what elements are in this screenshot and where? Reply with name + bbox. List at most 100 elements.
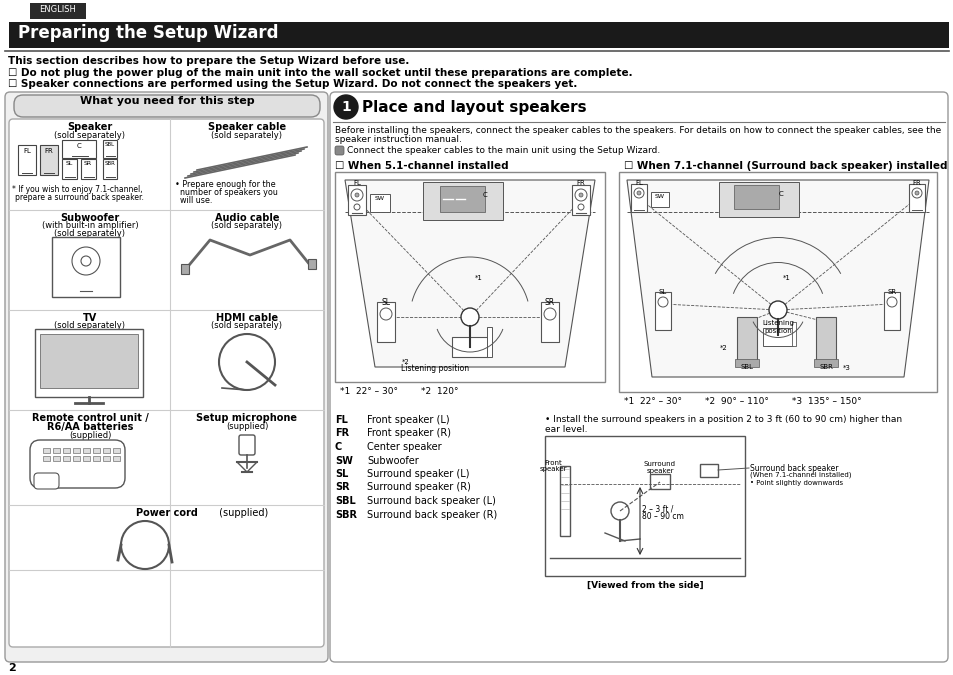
Bar (630, 184, 646, 212)
Text: *1  22° – 30°        *2  120°: *1 22° – 30° *2 120° (339, 387, 458, 396)
FancyBboxPatch shape (30, 440, 125, 488)
FancyBboxPatch shape (5, 92, 328, 662)
Bar (883, 292, 899, 330)
Text: (supplied): (supplied) (69, 431, 112, 440)
Text: Remote control unit /: Remote control unit / (31, 413, 149, 423)
Bar (737, 317, 757, 362)
Circle shape (658, 297, 667, 307)
Text: • Prepare enough for the: • Prepare enough for the (174, 180, 275, 189)
Bar (43, 448, 50, 453)
Text: Surround speaker (L): Surround speaker (L) (367, 469, 469, 479)
Text: SBL: SBL (335, 496, 355, 506)
Bar (103, 140, 117, 158)
Bar (544, 436, 744, 576)
Text: speaker: speaker (538, 466, 566, 472)
Bar (540, 302, 558, 342)
Bar (486, 327, 492, 357)
Bar (308, 259, 315, 269)
Bar (734, 359, 759, 367)
Bar (92, 448, 100, 453)
Text: C: C (778, 191, 782, 197)
Text: *1: *1 (475, 275, 482, 281)
Text: prepare a surround back speaker.: prepare a surround back speaker. (15, 193, 144, 202)
Circle shape (355, 193, 358, 197)
FancyBboxPatch shape (9, 119, 324, 647)
Text: C: C (76, 143, 81, 149)
Circle shape (610, 502, 628, 520)
Bar (650, 192, 668, 207)
Text: FL: FL (23, 148, 30, 154)
Bar (815, 317, 835, 362)
Text: Listening position: Listening position (400, 364, 469, 373)
Text: SBR: SBR (819, 364, 832, 370)
Text: FR: FR (912, 180, 921, 186)
Bar (112, 448, 120, 453)
Text: ear level.: ear level. (544, 425, 587, 434)
Bar (92, 456, 100, 461)
Text: (When 7.1-channel installed): (When 7.1-channel installed) (749, 472, 851, 479)
Text: SR: SR (544, 298, 555, 307)
Text: Power cord: Power cord (136, 508, 197, 518)
Bar (62, 140, 96, 158)
Text: Preparing the Setup Wizard: Preparing the Setup Wizard (18, 24, 278, 42)
Text: FL: FL (635, 180, 642, 186)
Text: *3: *3 (842, 365, 850, 371)
Bar (103, 448, 110, 453)
Circle shape (575, 189, 586, 201)
Bar (348, 185, 366, 215)
Text: SR: SR (886, 289, 896, 295)
Circle shape (71, 247, 100, 275)
Bar (30, 3, 86, 19)
Text: Surround back speaker (R): Surround back speaker (R) (367, 510, 497, 520)
Circle shape (637, 191, 640, 195)
FancyBboxPatch shape (14, 95, 319, 117)
Text: What you need for this step: What you need for this step (80, 96, 254, 106)
Text: 2 – 3 ft /: 2 – 3 ft / (641, 504, 673, 513)
Polygon shape (345, 180, 595, 367)
Text: • Install the surround speakers in a position 2 to 3 ft (60 to 90 cm) higher tha: • Install the surround speakers in a pos… (544, 415, 902, 424)
Text: * If you wish to enjoy 7.1-channel,: * If you wish to enjoy 7.1-channel, (12, 185, 143, 194)
Bar (83, 456, 90, 461)
Text: C: C (335, 442, 342, 452)
Text: FR: FR (335, 429, 349, 439)
Text: (sold separately): (sold separately) (54, 229, 126, 238)
Bar (35, 329, 143, 397)
Text: Center speaker: Center speaker (367, 442, 441, 452)
Text: (with built-in amplifier): (with built-in amplifier) (42, 221, 138, 230)
Bar (908, 184, 924, 212)
Bar (63, 456, 70, 461)
Bar (335, 172, 604, 382)
Text: Speaker cable: Speaker cable (208, 122, 286, 132)
Text: [Viewed from the side]: [Viewed from the side] (586, 581, 702, 590)
Circle shape (351, 189, 363, 201)
Bar (52, 237, 120, 297)
Circle shape (768, 301, 786, 319)
Bar (700, 464, 718, 477)
Circle shape (914, 191, 918, 195)
Bar (5, 22, 948, 48)
Text: speaker instruction manual.: speaker instruction manual. (335, 135, 461, 144)
Bar (62, 159, 77, 179)
Bar (5, 22, 9, 48)
Circle shape (81, 256, 91, 266)
Circle shape (886, 297, 896, 307)
Text: SBL: SBL (740, 364, 753, 370)
FancyBboxPatch shape (335, 146, 344, 155)
Text: ☐ When 7.1-channel (Surround back speaker) installed: ☐ When 7.1-channel (Surround back speake… (623, 161, 946, 171)
Circle shape (543, 308, 556, 320)
Text: SL: SL (381, 298, 390, 307)
Circle shape (460, 308, 478, 326)
Bar (43, 456, 50, 461)
Polygon shape (626, 180, 928, 377)
Text: (sold separately): (sold separately) (54, 131, 126, 140)
Bar (112, 456, 120, 461)
Text: (sold separately): (sold separately) (212, 131, 282, 140)
Text: number of speakers you: number of speakers you (174, 188, 277, 197)
Text: SBR: SBR (105, 161, 115, 166)
Text: SL: SL (659, 289, 666, 295)
Text: *1: *1 (782, 275, 790, 281)
Bar (618, 172, 936, 392)
Text: SBR: SBR (335, 510, 356, 520)
Text: 80 – 90 cm: 80 – 90 cm (641, 512, 683, 521)
Text: position: position (763, 328, 791, 334)
